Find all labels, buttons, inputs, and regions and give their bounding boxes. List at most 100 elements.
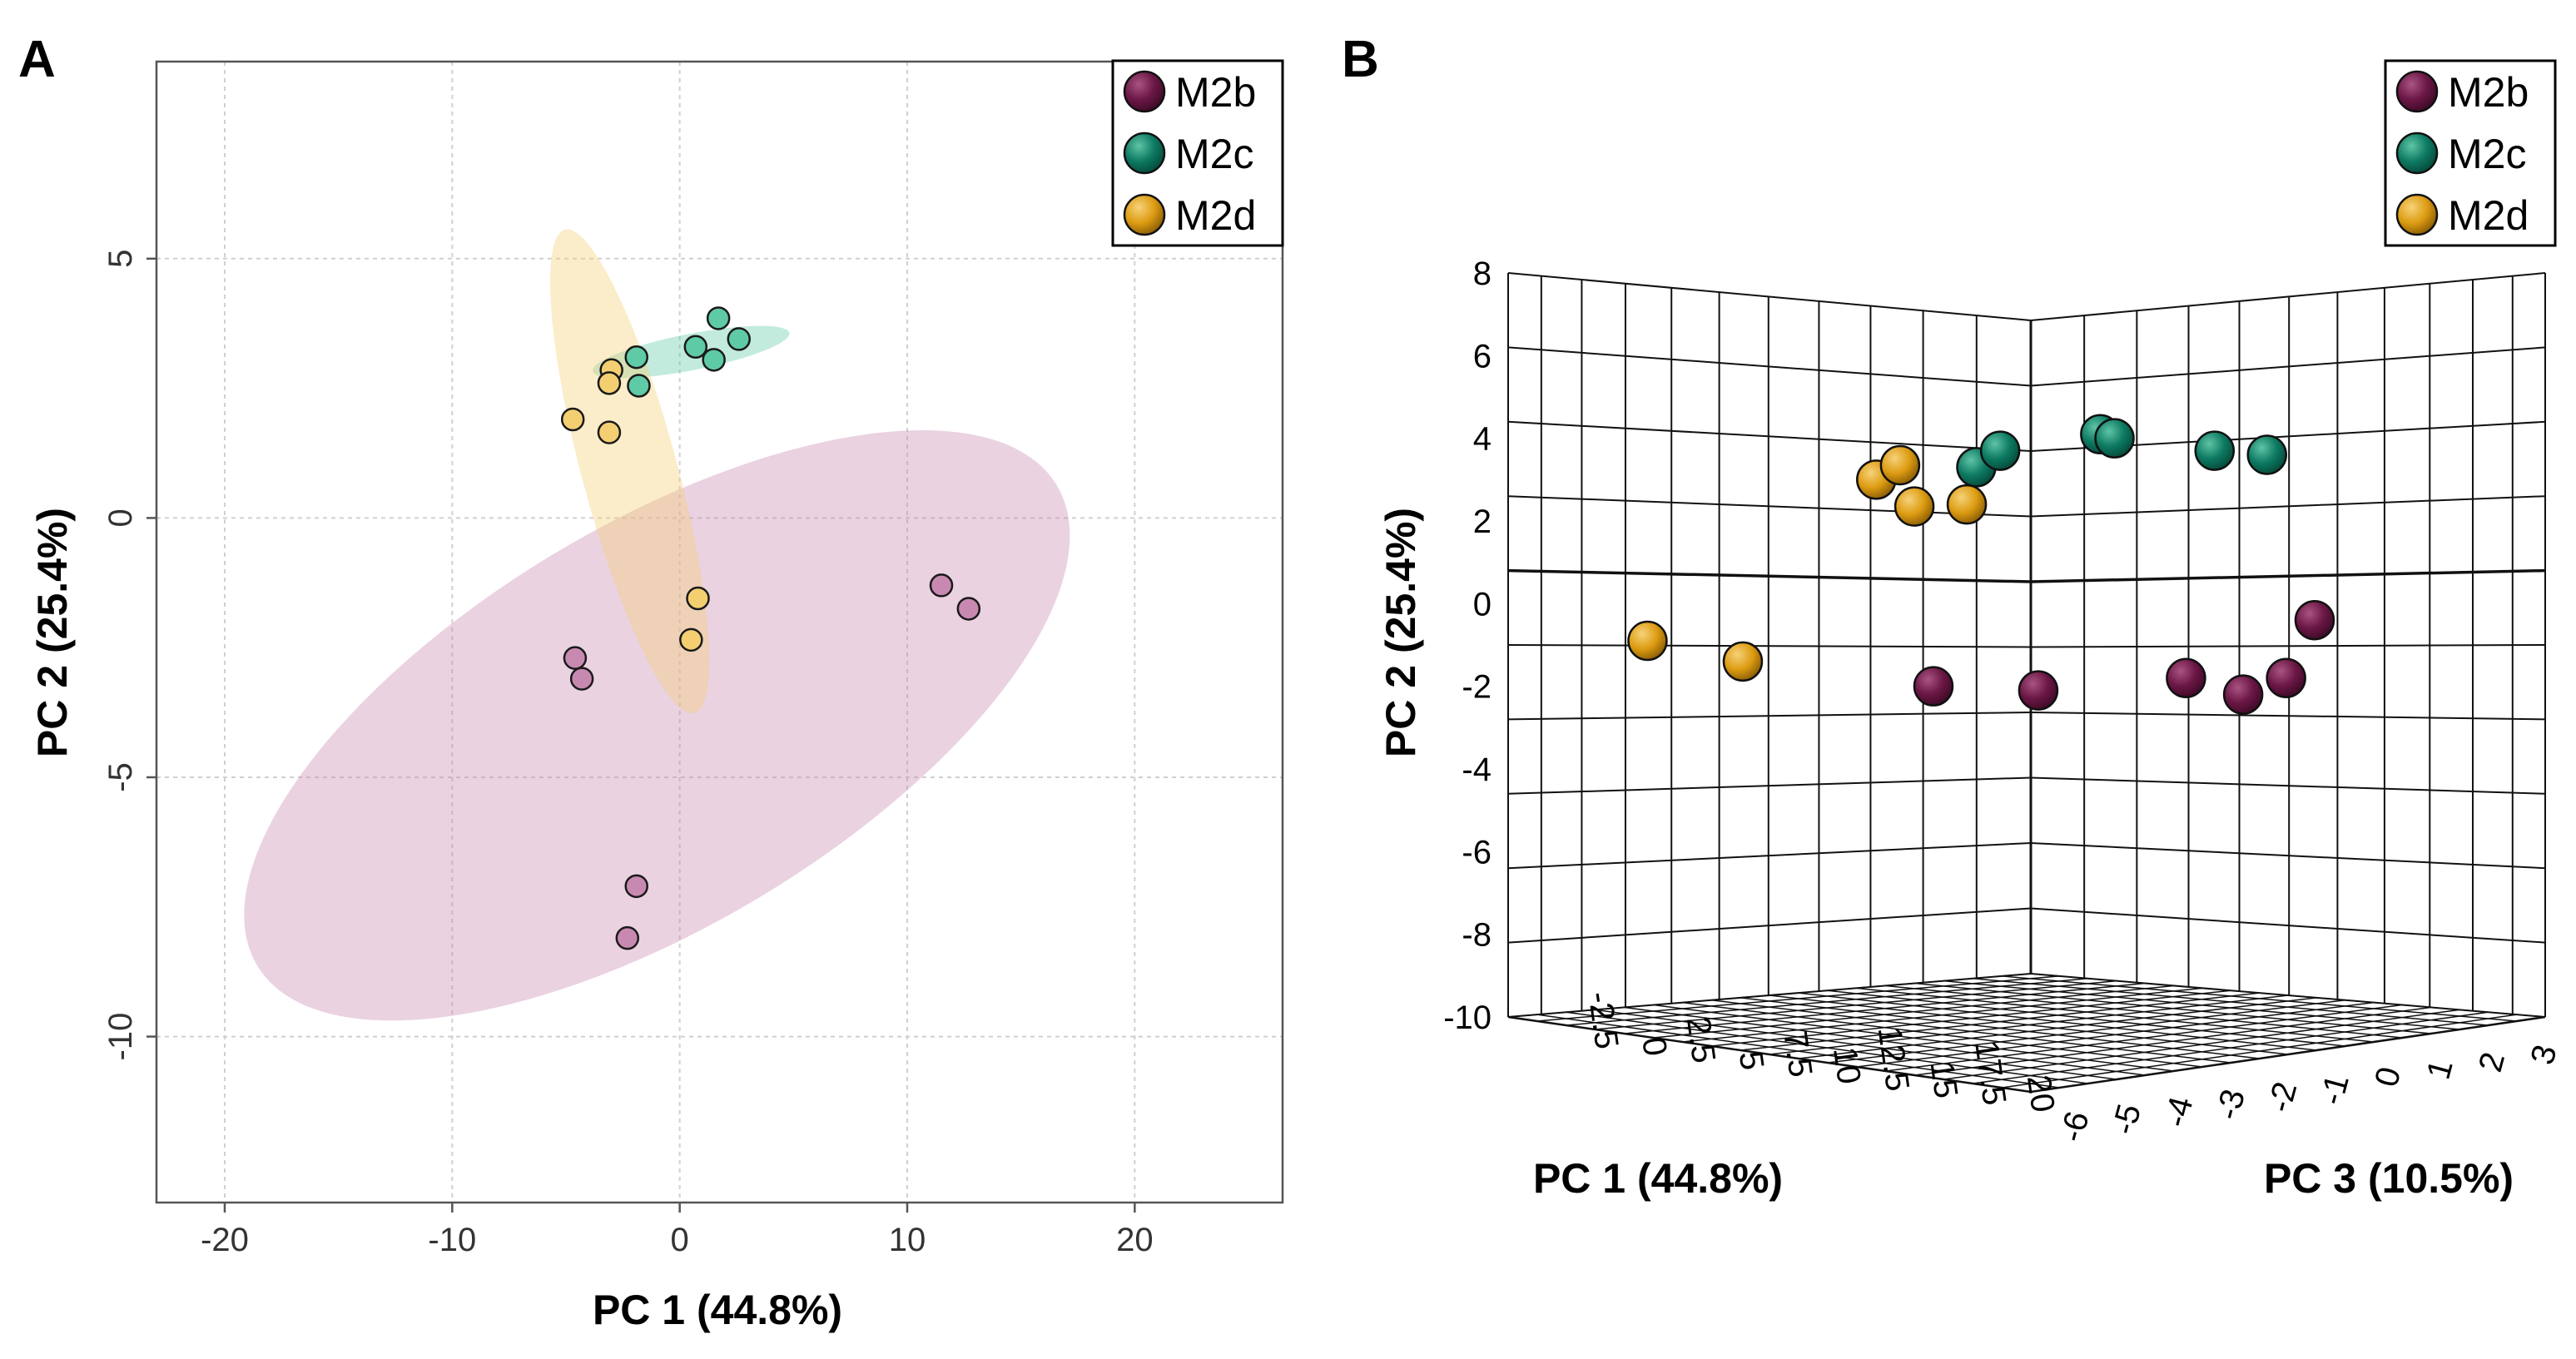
point-m2b-4 xyxy=(1913,666,1954,707)
point-m2c-2 xyxy=(1979,430,2021,471)
point-m2d-5 xyxy=(686,586,710,611)
point-m2b-5 xyxy=(624,874,648,899)
point-m2d-6 xyxy=(679,627,703,652)
point-m2d-2 xyxy=(597,371,622,395)
right-wall-hline-0 xyxy=(2030,272,2546,321)
y-tick-label--8: -8 xyxy=(1462,917,1491,954)
right-wall-hline-7 xyxy=(2030,776,2546,795)
x-tick-label-10: 10 xyxy=(889,1222,926,1258)
point-m2c-5 xyxy=(624,345,648,370)
floor-line-b-16 xyxy=(1973,1011,2489,1084)
x-tick-label-10: 10 xyxy=(1826,1044,1868,1086)
panel-b-legend: M2b M2c M2d xyxy=(2384,59,2557,247)
point-m2b-1 xyxy=(2222,674,2264,715)
y-tick-label-2: 2 xyxy=(1473,503,1491,540)
point-m2c-5 xyxy=(2194,430,2236,471)
legend-label-m2b: M2b xyxy=(1175,69,1256,116)
y-tick-label-4: 4 xyxy=(1473,421,1491,458)
panel-a-gridlines xyxy=(156,62,1283,1203)
panel-b-z-ticks: -6 -5 -4 -3 -2 -1 0 1 2 3 xyxy=(2053,1041,2564,1146)
panel-a-legend: M2b M2c M2d xyxy=(1111,59,1284,247)
z-tick-label--2: -2 xyxy=(2261,1078,2305,1116)
point-m2c-4 xyxy=(2094,418,2135,459)
y-tick-label--5: -5 xyxy=(102,762,139,792)
point-m2c-4 xyxy=(702,348,726,372)
legend-marker-m2b xyxy=(1123,70,1166,113)
point-m2b-3 xyxy=(563,646,588,670)
z-tick-label-1: 1 xyxy=(2420,1056,2460,1084)
panel-b-y-ticks: 8 6 4 2 0 -2 -4 -6 -8 -10 xyxy=(1443,255,1491,1036)
left-wall-hline-7 xyxy=(1507,776,2032,795)
panel-a-x-axis-label: PC 1 (44.8%) xyxy=(593,1287,842,1333)
left-wall-hline-1 xyxy=(1507,346,2032,387)
point-m2b-2 xyxy=(956,597,981,621)
panel-b-label: B xyxy=(1342,31,1379,88)
left-wall-hline-5 xyxy=(1507,644,2032,648)
z-tick-label--1: -1 xyxy=(2313,1070,2356,1109)
x-tick-label--20: -20 xyxy=(201,1222,249,1258)
right-wall-hline-6 xyxy=(2030,712,2546,721)
panel-a-plot-frame xyxy=(155,60,1284,1204)
floor-front-left-edge xyxy=(1507,1015,2032,1094)
z-tick-label-3: 3 xyxy=(2524,1041,2564,1069)
point-m2c-3 xyxy=(683,335,708,359)
x-tick-label-0: 0 xyxy=(1635,1035,1674,1059)
floor-front-right-edge xyxy=(2030,1015,2546,1094)
panel-b-points xyxy=(1627,414,2335,715)
x-tick-label-17-5: 17.5 xyxy=(1968,1039,2013,1108)
z-tick-label-2: 2 xyxy=(2472,1049,2512,1076)
panel-b-x-axis-label: PC 1 (44.8%) xyxy=(1533,1155,1783,1202)
left-wall-hline-3 xyxy=(1507,495,2032,518)
right-wall-hline-8 xyxy=(2030,842,2546,870)
point-m2b-6 xyxy=(615,925,640,950)
legend-label-m2d: M2d xyxy=(1175,192,1256,239)
point-m2b-4 xyxy=(569,667,594,691)
z-tick-label--4: -4 xyxy=(2157,1093,2201,1131)
right-wall-hline-3 xyxy=(2030,495,2546,518)
legend-marker-m2d xyxy=(1123,193,1166,236)
point-m2c-2 xyxy=(727,327,751,351)
x-tick-label--2-5: -2.5 xyxy=(1581,989,1625,1051)
y-tick-label--10: -10 xyxy=(102,1013,139,1061)
y-tick-label-0: 0 xyxy=(102,508,139,527)
left-wall-hline-0 xyxy=(1507,272,2032,321)
legend-label-m2c: M2c xyxy=(1175,131,1253,177)
panel-b-x-ticks: -2.5 0 2.5 5 7.5 10 12.5 15 17.5 20 xyxy=(1581,989,2061,1114)
panel-b-y-axis-label: PC 2 (25.4%) xyxy=(1377,508,1424,757)
z-tick-label-0: 0 xyxy=(2368,1064,2408,1091)
panel-a-label: A xyxy=(18,31,56,88)
z-tick-label--5: -5 xyxy=(2105,1100,2148,1138)
point-m2b-5 xyxy=(2266,657,2306,698)
point-m2c-1 xyxy=(706,306,731,330)
point-m2d-5 xyxy=(1627,620,1668,662)
legend-marker-m2c xyxy=(1123,131,1166,175)
x-tick-label--10: -10 xyxy=(428,1222,476,1258)
panel-a-scatter: -20 -10 0 10 20 5 0 -5 -10 PC 1 (44.8%) PC 2 (2… xyxy=(29,59,1284,1333)
legend-marker-m2d xyxy=(2395,193,2439,236)
legend-label-m2d: M2d xyxy=(2448,192,2529,239)
floor-line-b-17 xyxy=(2002,1014,2517,1089)
y-tick-label--2: -2 xyxy=(1462,669,1491,706)
legend-marker-m2c xyxy=(2395,131,2439,175)
x-tick-label-5: 5 xyxy=(1732,1049,1771,1072)
point-m2b-2 xyxy=(2166,657,2206,698)
z-tick-label--6: -6 xyxy=(2053,1108,2097,1146)
y-tick-label--6: -6 xyxy=(1462,834,1491,870)
x-tick-label-15: 15 xyxy=(1923,1059,1964,1100)
floor-line-a-13 xyxy=(1653,1004,2174,1072)
floor-line-a-17 xyxy=(1536,1014,2060,1089)
floor-line-a-16 xyxy=(1566,1011,2088,1084)
right-wall-hline-1 xyxy=(2030,346,2546,387)
ellipse-m2d xyxy=(549,229,710,714)
x-tick-label-12-5: 12.5 xyxy=(1871,1024,1916,1094)
legend-marker-m2b xyxy=(2395,70,2439,113)
legend-label-m2c: M2c xyxy=(2448,131,2526,177)
panel-a-y-axis-label: PC 2 (25.4%) xyxy=(29,508,76,757)
z-tick-label--3: -3 xyxy=(2209,1085,2252,1123)
x-tick-label-0: 0 xyxy=(671,1222,689,1258)
panel-b-3d-grid xyxy=(1507,272,2546,1094)
x-tick-label-20: 20 xyxy=(1116,1222,1154,1258)
panel-a-confidence-ellipses xyxy=(244,229,1070,1021)
